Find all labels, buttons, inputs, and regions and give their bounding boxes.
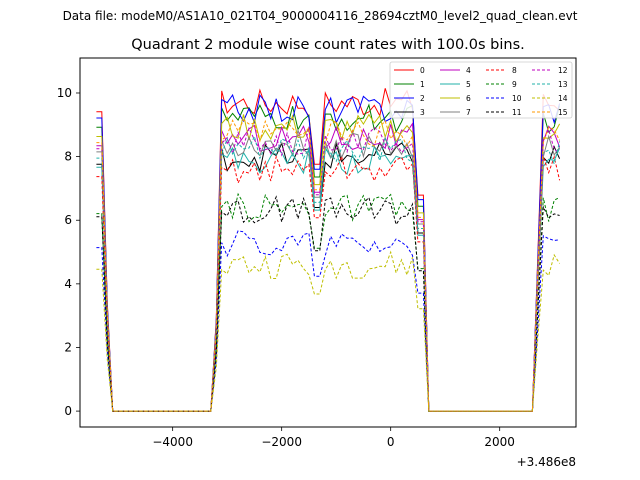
y-tick-label: 10 [57, 86, 72, 100]
series-line-9 [96, 192, 560, 412]
series-line-15 [96, 119, 561, 412]
series-line-3 [96, 141, 561, 412]
x-axis: −4000 −2000 0 2000 [152, 427, 515, 449]
suptitle: Data file: modeM0/AS1A10_021T04_90000041… [63, 9, 578, 23]
y-tick-label: 0 [64, 404, 72, 418]
y-axis: 0 2 4 6 8 10 [57, 86, 80, 418]
legend-label-6: 6 [466, 94, 471, 103]
x-tick-label: −2000 [261, 435, 302, 449]
series-line-5 [96, 145, 561, 412]
x-tick-label: 2000 [484, 435, 515, 449]
legend-label-5: 5 [466, 80, 471, 89]
legend-label-3: 3 [420, 108, 425, 117]
series-line-7 [96, 128, 561, 412]
y-tick-label: 4 [64, 277, 72, 291]
chart-title: Quadrant 2 module wise count rates with … [131, 37, 525, 53]
series-line-8 [96, 154, 561, 412]
series-line-13 [96, 134, 561, 412]
x-offset-label: +3.486e8 [517, 455, 576, 469]
legend-label-11: 11 [512, 108, 522, 117]
series-line-11 [96, 195, 560, 412]
legend-label-4: 4 [466, 66, 471, 75]
legend-label-15: 15 [558, 108, 568, 117]
series-line-4 [96, 122, 561, 412]
legend-label-10: 10 [512, 94, 522, 103]
legend-label-8: 8 [512, 66, 517, 75]
y-tick-label: 2 [64, 340, 72, 354]
legend-label-1: 1 [420, 80, 425, 89]
x-tick-label: 0 [387, 435, 395, 449]
legend-box [389, 61, 573, 119]
plot-frame [79, 57, 577, 428]
series-line-12 [96, 126, 560, 412]
legend-label-13: 13 [558, 80, 568, 89]
legend-label-9: 9 [512, 80, 517, 89]
legend-label-14: 14 [558, 94, 568, 103]
plot-lines [96, 88, 561, 412]
series-line-0 [96, 88, 560, 412]
y-tick-label: 8 [64, 150, 72, 164]
legend-label-0: 0 [420, 66, 425, 75]
legend-label-12: 12 [558, 66, 568, 75]
x-tick-label: −4000 [152, 435, 193, 449]
series-line-10 [96, 230, 560, 412]
y-tick-label: 6 [64, 213, 72, 227]
legend-label-2: 2 [420, 94, 425, 103]
series-line-6 [96, 113, 561, 412]
series-line-14 [96, 250, 561, 412]
legend-label-7: 7 [466, 108, 471, 117]
